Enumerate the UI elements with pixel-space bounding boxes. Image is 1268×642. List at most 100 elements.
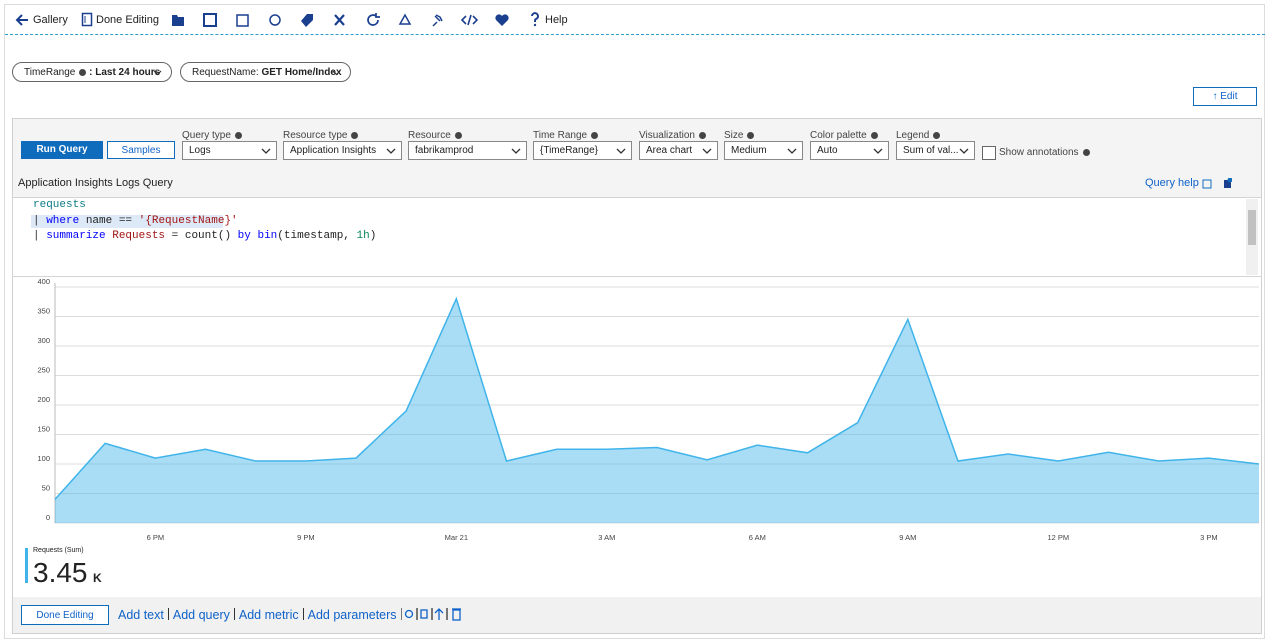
code-token: |: [33, 214, 47, 227]
code-icon[interactable]: [460, 14, 479, 26]
open-icon[interactable]: [172, 15, 184, 26]
code-line: requests: [33, 199, 86, 211]
param-label: RequestName:: [192, 67, 259, 78]
help-icon[interactable]: [529, 11, 541, 27]
code-token: |: [33, 230, 47, 242]
gallery-button[interactable]: Gallery: [33, 14, 68, 26]
chevron: [153, 70, 162, 76]
field-select[interactable]: Area chart: [639, 141, 718, 160]
code-token: bin: [257, 230, 278, 242]
separator: [302, 608, 304, 620]
time-range-parameter[interactable]: TimeRange : Last 24 hours: [12, 62, 172, 82]
y-tick-label: 250: [37, 366, 50, 375]
edit-button[interactable]: ↑ Edit: [1193, 87, 1257, 106]
footer-done-editing[interactable]: Done Editing: [21, 605, 109, 625]
x-tick-label: 3 PM: [1200, 533, 1218, 542]
x-tick-label: 9 PM: [297, 533, 315, 542]
field-label-text: Resource type: [283, 130, 348, 141]
field-label: Size: [724, 130, 755, 141]
chevron: [616, 148, 626, 154]
y-tick-label: 200: [37, 395, 50, 404]
footer-link[interactable]: Add metric: [238, 608, 299, 622]
param-value: : Last 24 hours: [89, 67, 161, 78]
param-value: GET Home/Index: [261, 67, 342, 78]
code-token: where: [46, 214, 80, 227]
chart: 0 50 100 150 200 250 300 350 400 6 PM 9 PM Mar 21 3 …: [37, 278, 1260, 542]
separator: [167, 608, 169, 620]
info-icon: [870, 132, 878, 139]
field-select[interactable]: Medium: [724, 141, 803, 160]
field-label-text: Resource: [408, 130, 451, 141]
save-as-icon[interactable]: [236, 14, 249, 27]
y-tick-label: 150: [37, 425, 50, 434]
refresh-icon[interactable]: [367, 13, 380, 26]
discard-icon[interactable]: [334, 14, 345, 26]
edit-label: Edit: [1220, 91, 1238, 102]
area-line: [54, 296, 1260, 500]
chevron: [959, 148, 969, 154]
request-name-parameter[interactable]: RequestName: GET Home/Index: [180, 62, 351, 82]
field-value: Area chart: [646, 145, 693, 156]
field-value: Logs: [189, 145, 211, 156]
toolbar-icons: [172, 13, 509, 27]
x-tick-label: 6 PM: [147, 533, 165, 542]
run-query-button[interactable]: Run Query: [21, 141, 103, 159]
field-value: {TimeRange}: [540, 145, 598, 156]
done-editing-button[interactable]: Done Editing: [96, 14, 159, 26]
separator: [233, 608, 235, 620]
field-label-text: Visualization: [639, 130, 695, 141]
info-icon: [591, 132, 599, 139]
field-select[interactable]: {TimeRange}: [533, 141, 632, 160]
pin-icon[interactable]: [432, 14, 443, 27]
info-icon: [79, 69, 87, 76]
field-label: Resource type: [283, 130, 359, 141]
y-tick-label: 350: [37, 307, 50, 316]
done-icon[interactable]: [81, 12, 93, 27]
share-icon[interactable]: [398, 13, 412, 25]
show-annotations-label: Show annotations: [999, 147, 1090, 158]
back-icon[interactable]: [14, 13, 30, 27]
code-token: 1h: [356, 230, 370, 242]
footer-link[interactable]: Add text: [118, 608, 164, 622]
info-icon: [1082, 149, 1090, 156]
field-label: Legend: [896, 130, 941, 141]
code-editor[interactable]: [12, 197, 1262, 277]
footer-link[interactable]: Add query: [172, 608, 230, 622]
save-icon[interactable]: [203, 13, 217, 27]
x-tick-label: 3 AM: [598, 533, 615, 542]
samples-button[interactable]: Samples: [107, 141, 175, 159]
x-tick-label: 6 AM: [749, 533, 766, 542]
chevron: [386, 148, 396, 154]
y-tick-label: 100: [37, 454, 50, 463]
code-token: '{RequestName}': [138, 214, 238, 227]
field-value: Auto: [817, 145, 838, 156]
code-token: (timestamp,: [277, 230, 357, 242]
footer-link[interactable]: Add parameters: [307, 608, 397, 622]
query-help-link[interactable]: Query help: [1145, 177, 1199, 189]
y-tick-label: 300: [37, 336, 50, 345]
frame: [4, 4, 1265, 639]
favorite-icon[interactable]: [495, 14, 509, 26]
info-icon: [747, 132, 755, 139]
field-select[interactable]: fabrikamprod: [408, 141, 527, 160]
footer-icons[interactable]: [399, 607, 481, 621]
y-tick-label: 50: [42, 484, 50, 493]
query-title: Application Insights Logs Query: [18, 177, 173, 189]
annotations-checkbox[interactable]: [982, 146, 996, 160]
field-label: Visualization: [639, 130, 706, 141]
code-token: = count(): [165, 230, 238, 242]
settings-icon[interactable]: [269, 14, 281, 26]
field-select[interactable]: Sum of val...: [896, 141, 975, 160]
field-select[interactable]: Logs: [182, 141, 277, 160]
field-label: Resource: [408, 130, 462, 141]
tag-icon[interactable]: [301, 14, 313, 27]
info-icon: [454, 132, 462, 139]
help-button[interactable]: Help: [545, 14, 568, 26]
toolbar-divider: [5, 34, 1265, 35]
info-icon: [351, 132, 359, 139]
field-select[interactable]: Auto: [810, 141, 889, 160]
field-select[interactable]: Application Insights: [283, 141, 402, 160]
code-token: ): [369, 230, 377, 242]
selection-highlight: [31, 215, 223, 228]
